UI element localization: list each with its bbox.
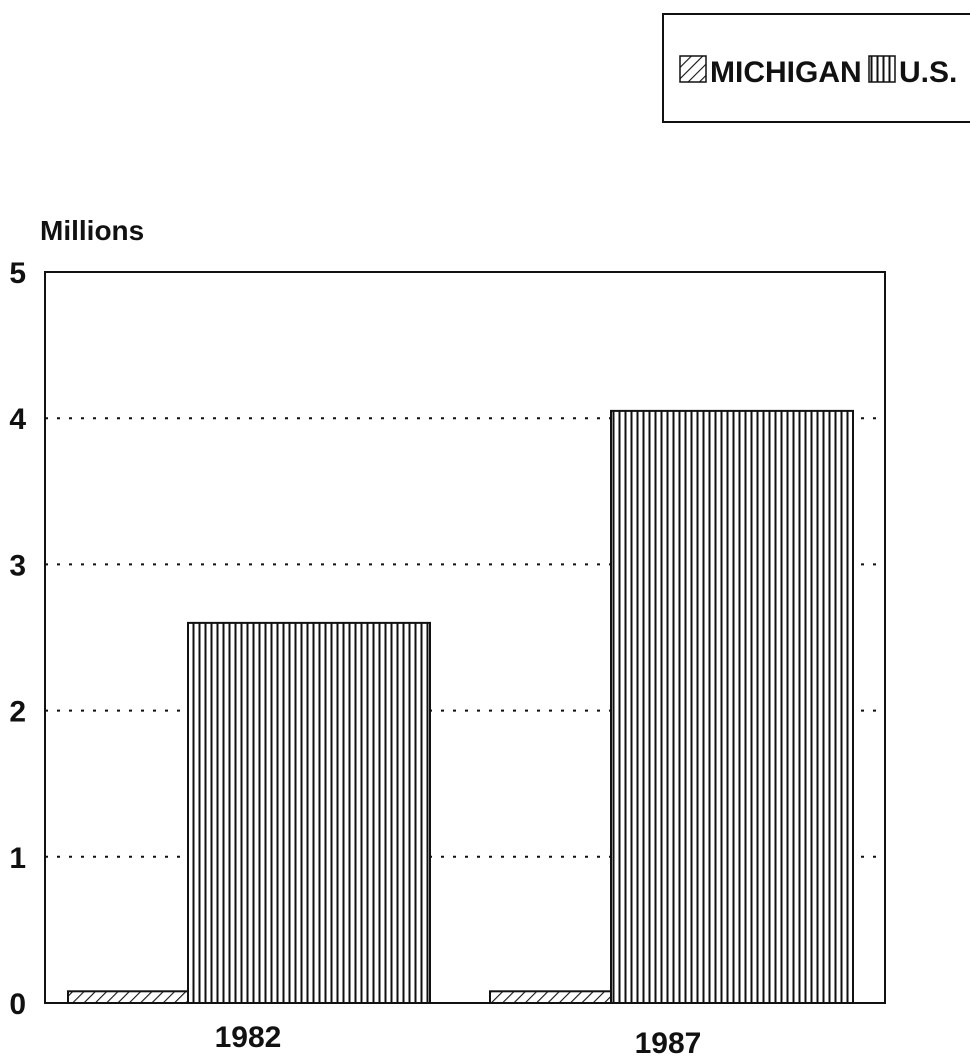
y-tick-label-4: 4 [9, 403, 26, 436]
gridlines [45, 417, 885, 858]
legend-label-michigan: MICHIGAN [710, 56, 862, 89]
y-tick-label-0: 0 [9, 988, 26, 1021]
legend-swatch-michigan [679, 55, 707, 83]
y-tick-label-5: 5 [9, 257, 26, 290]
y-tick-label-3: 3 [9, 549, 26, 582]
y-tick-label-2: 2 [9, 696, 26, 729]
bars [67, 409, 854, 1005]
y-tick-label-1: 1 [9, 842, 26, 875]
category-label-1982: 1982 [215, 1021, 282, 1054]
legend-box [662, 13, 970, 123]
legend-label-us: U.S. [899, 56, 957, 89]
legend-swatch-us [868, 55, 896, 83]
category-label-1987: 1987 [635, 1027, 702, 1060]
plot-frame [44, 271, 886, 1004]
bar-u-s-1987 [610, 409, 854, 1004]
y-axis-unit-label: Millions [40, 215, 144, 246]
bar-u-s-1982 [187, 621, 431, 1004]
legend: MICHIGAN U.S. [662, 13, 970, 123]
x-category-labels: 1982 1987 [215, 1021, 702, 1060]
y-tick-labels: 0 1 2 3 4 5 [9, 257, 26, 1021]
